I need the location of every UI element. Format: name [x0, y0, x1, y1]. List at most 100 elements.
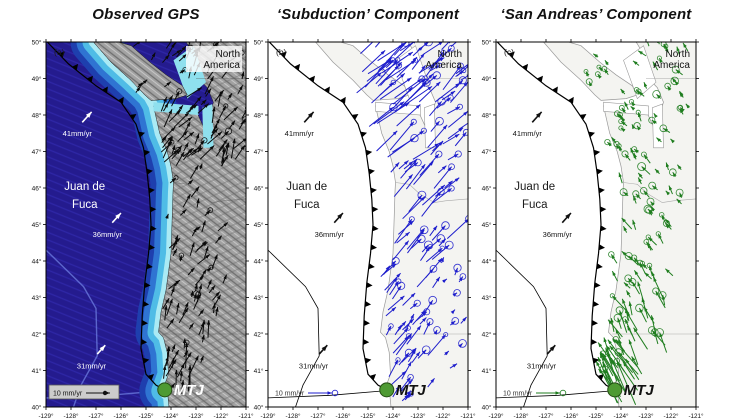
- trench-tooth: [340, 96, 346, 104]
- velocity-vector-head: [406, 393, 411, 399]
- error-ellipse: [448, 163, 455, 171]
- velocity-vector-head: [197, 96, 202, 102]
- trench-tooth: [58, 51, 65, 58]
- error-ellipse: [429, 264, 438, 273]
- velocity-vector-head: [206, 210, 211, 215]
- velocity-vector-head: [231, 120, 235, 126]
- state-border-line: [623, 182, 696, 203]
- velocity-vector-head: [191, 242, 195, 248]
- trench-tooth: [148, 244, 155, 251]
- trench-tooth: [552, 86, 558, 94]
- velocity-vector: [373, 101, 405, 125]
- trench-tooth: [138, 131, 145, 138]
- trench-tooth: [598, 244, 605, 251]
- vector-field: [583, 42, 690, 405]
- error-ellipse: [178, 252, 185, 258]
- velocity-vector-head: [463, 111, 468, 116]
- lat-tick-label: 49°: [482, 75, 492, 83]
- velocity-vector-head: [202, 319, 206, 325]
- trench-tooth: [143, 149, 151, 156]
- velocity-vector-head: [670, 138, 675, 144]
- velocity-vector: [446, 218, 468, 239]
- velocity-vector-head: [606, 345, 611, 351]
- velocity-vector-head: [650, 201, 655, 206]
- error-ellipse: [417, 234, 426, 244]
- velocity-vector-head: [399, 101, 405, 106]
- lat-tick-label: 48°: [482, 111, 492, 119]
- velocity-vector-head: [232, 138, 236, 144]
- mtj-marker: [379, 382, 395, 398]
- velocity-vector: [617, 361, 639, 391]
- error-ellipse: [437, 62, 443, 68]
- panel-c-title: ‘San Andreas’ Component: [500, 6, 692, 23]
- velocity-vector-head: [407, 361, 412, 367]
- velocity-vector: [394, 218, 413, 244]
- north-america-label: America: [203, 60, 240, 71]
- velocity-vector-head: [176, 110, 181, 115]
- trench-tooth: [598, 187, 605, 194]
- velocity-vector: [396, 104, 421, 127]
- velocity-vector-head: [406, 390, 411, 396]
- velocity-vector-head: [393, 277, 398, 282]
- velocity-vector-head: [417, 195, 422, 200]
- velocity-vector-head: [175, 350, 179, 355]
- velocity-vector-head: [415, 104, 421, 109]
- velocity-vector-head: [181, 46, 186, 51]
- velocity-vector-head: [247, 142, 252, 146]
- velocity-vector-head: [407, 219, 412, 224]
- velocity-vector-head: [634, 149, 639, 154]
- trench-tooth: [592, 357, 600, 364]
- juan-de-fuca-label: Fuca: [522, 199, 548, 211]
- error-ellipse: [645, 234, 651, 240]
- velocity-vector-head: [427, 86, 433, 91]
- lon-tick-label: -125°: [588, 412, 604, 420]
- velocity-vector: [413, 160, 434, 185]
- lon-tick-label: -124°: [613, 412, 629, 420]
- velocity-vector-head: [596, 361, 600, 366]
- velocity-vector-head: [424, 42, 429, 47]
- lon-tick-label: -125°: [360, 412, 376, 420]
- velocity-vector: [412, 142, 440, 160]
- velocity-vector-head: [207, 88, 212, 94]
- error-ellipse: [201, 137, 208, 144]
- velocity-vector-head: [405, 232, 410, 237]
- plate-rate-arrow-head: [565, 213, 571, 219]
- velocity-vector-head: [643, 154, 648, 160]
- velocity-vector: [458, 122, 468, 130]
- velocity-vector-head: [437, 101, 442, 106]
- velocity-vector-head: [618, 172, 622, 178]
- velocity-vector-head: [656, 94, 661, 99]
- panel-clipped-content: 41mm/yr 36mm/yr 31mm/yr Juan de Fuca NorthAme…: [46, 37, 252, 407]
- velocity-vector: [427, 124, 448, 148]
- velocity-vector-head: [621, 251, 627, 256]
- inlet-outline: [623, 45, 657, 100]
- error-ellipse: [426, 318, 434, 326]
- velocity-vector-head: [189, 104, 193, 110]
- velocity-vector-head: [215, 291, 220, 297]
- velocity-vector: [378, 43, 404, 71]
- error-ellipse: [664, 82, 671, 90]
- velocity-vector-head: [410, 314, 414, 319]
- velocity-vector-head: [437, 258, 443, 263]
- velocity-vector: [602, 353, 621, 382]
- error-ellipse: [618, 125, 624, 131]
- velocity-vector-head: [183, 131, 188, 136]
- error-ellipse: [613, 313, 622, 322]
- velocity-vector-head: [175, 238, 181, 243]
- trench-tooth: [366, 282, 373, 289]
- velocity-vector-head: [680, 107, 685, 112]
- trench-tooth: [146, 168, 153, 175]
- lat-tick-label: 49°: [32, 75, 42, 83]
- velocity-vector-head: [612, 271, 616, 276]
- velocity-vector: [133, 42, 141, 47]
- velocity-vector-head: [428, 74, 433, 79]
- velocity-vector-head: [424, 245, 429, 250]
- error-ellipse: [410, 118, 417, 125]
- velocity-vector-head: [605, 60, 609, 65]
- velocity-vector-head: [189, 37, 192, 42]
- velocity-vector-head: [679, 91, 684, 96]
- trench-tooth: [372, 225, 379, 232]
- velocity-vector-head: [198, 284, 203, 289]
- velocity-vector-head: [653, 113, 658, 118]
